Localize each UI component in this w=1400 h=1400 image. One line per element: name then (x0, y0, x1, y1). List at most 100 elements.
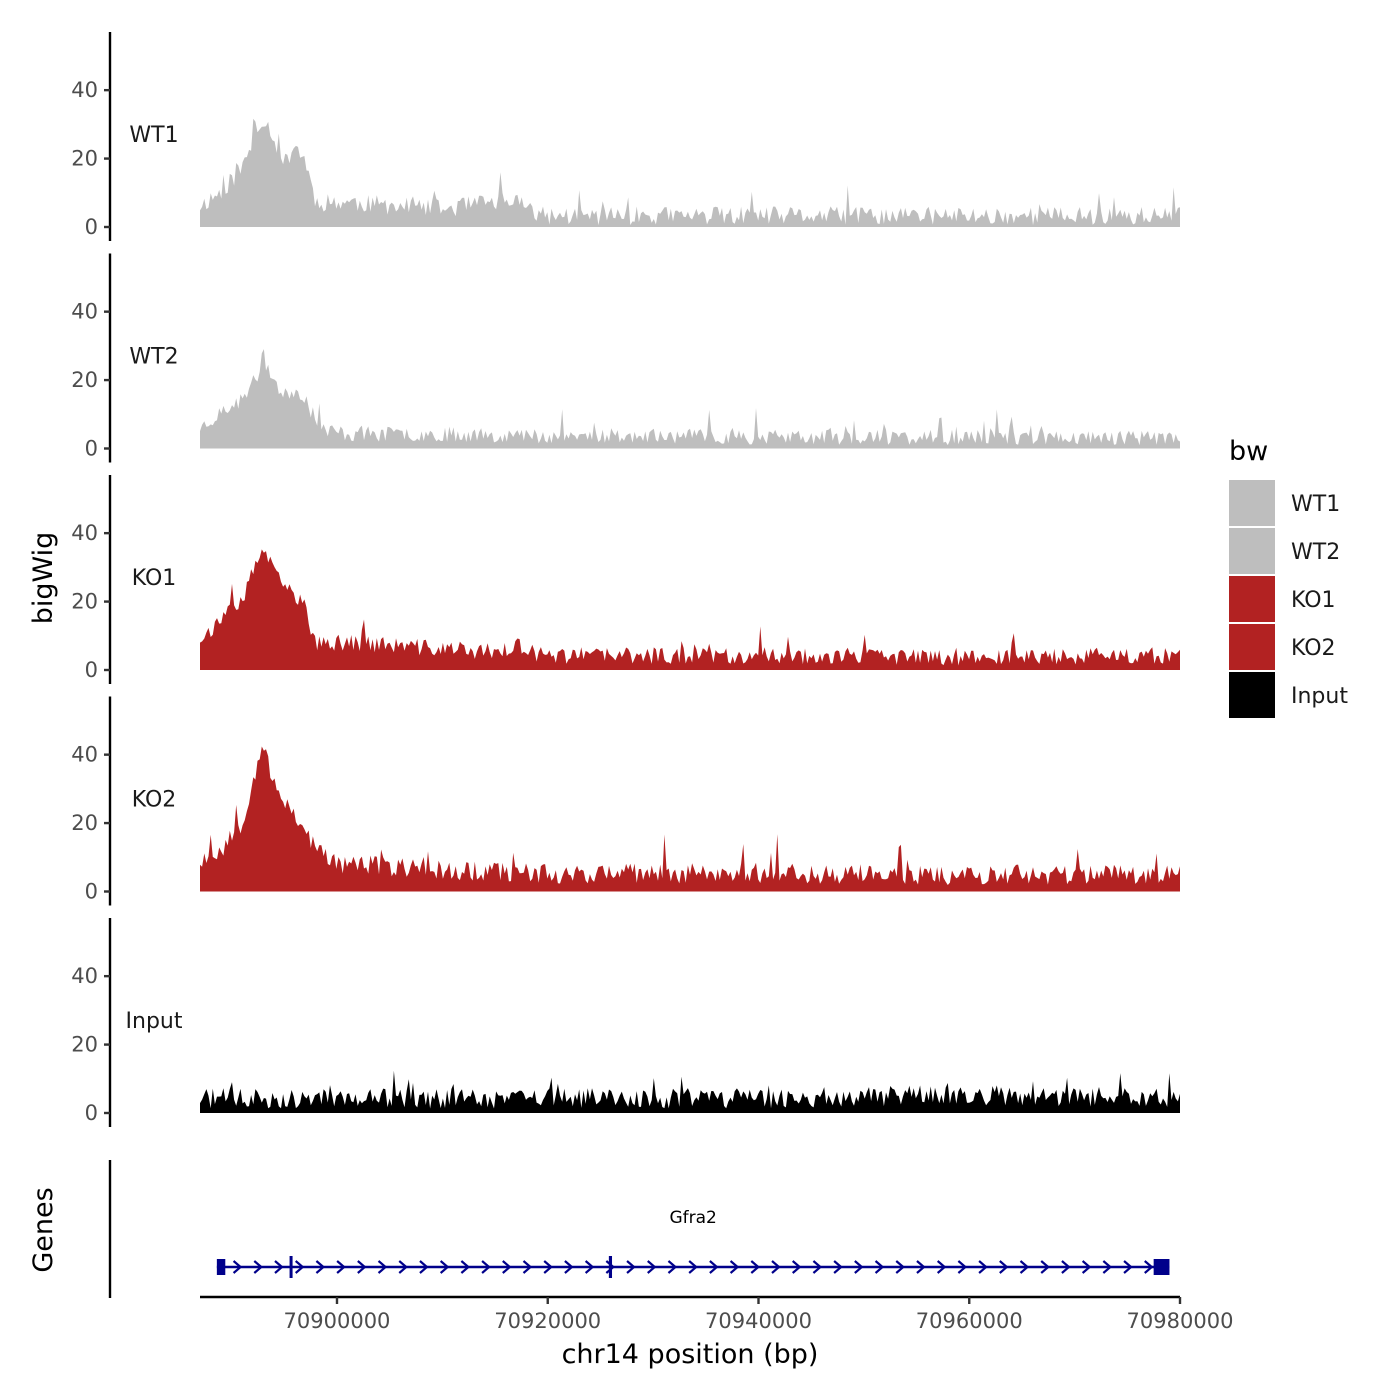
y-tick-label: 20 (71, 590, 98, 614)
strand-arrow (978, 1260, 988, 1274)
coverage-area-ko2 (200, 746, 1180, 892)
genes-axis-title: Genes (28, 1187, 59, 1272)
track-label: KO2 (132, 788, 177, 813)
strand-arrow (1144, 1260, 1154, 1274)
legend-swatch-wt2 (1229, 528, 1275, 574)
strand-arrow (647, 1260, 657, 1274)
track-wt1: 0 20 40 WT1 (71, 32, 1180, 241)
x-tick-label: 70960000 (916, 1309, 1023, 1333)
coverage-area-ko1 (200, 549, 1180, 670)
legend-label-wt2: WT2 (1291, 540, 1340, 565)
strand-arrow (481, 1260, 491, 1274)
x-axis-title: chr14 position (bp) (562, 1339, 819, 1370)
strand-arrow (253, 1260, 263, 1274)
strand-arrow (999, 1260, 1009, 1274)
exon (216, 1259, 226, 1275)
strand-arrow (833, 1260, 843, 1274)
legend-swatch-ko1 (1229, 576, 1275, 622)
strand-arrow (854, 1260, 864, 1274)
strand-arrow (232, 1260, 243, 1274)
legend-swatch-ko2 (1229, 624, 1275, 670)
strand-arrow (688, 1260, 698, 1274)
legend: bw WT1 WT2 KO1 KO2 Input (1229, 436, 1348, 718)
x-tick-label: 70980000 (1127, 1309, 1234, 1333)
gene-name-label: Gfra2 (669, 1208, 716, 1228)
strand-arrow (336, 1260, 346, 1274)
track-label: WT1 (129, 123, 178, 148)
track-ko2: 0 20 40 KO2 (71, 696, 1180, 906)
coverage-tracks: 0 20 40 WT1 0 20 40 WT2 0 20 40 KO1 0 20 40 KO2 0 20 40 Inp… (71, 32, 1180, 1127)
y-tick-label: 0 (85, 1101, 98, 1125)
strand-arrow (315, 1260, 326, 1274)
legend-swatch-wt1 (1229, 480, 1275, 526)
strand-arrow (626, 1260, 636, 1274)
strand-arrow (1040, 1260, 1050, 1274)
y-tick-label: 20 (71, 811, 98, 835)
track-ko1: 0 20 40 KO1 (71, 475, 1180, 684)
y-axis-title: bigWig (28, 532, 59, 625)
strand-arrow (398, 1260, 408, 1274)
x-tick-label: 70920000 (494, 1309, 601, 1333)
strand-arrow (1019, 1260, 1030, 1274)
strand-arrow (729, 1260, 740, 1274)
strand-arrow (791, 1260, 802, 1274)
legend-label-input: Input (1291, 684, 1348, 709)
y-tick-label: 20 (71, 147, 98, 171)
strand-arrow (584, 1260, 595, 1274)
y-tick-label: 20 (71, 1033, 98, 1057)
y-tick-label: 0 (85, 437, 98, 461)
track-label: WT2 (129, 345, 178, 370)
y-tick-label: 0 (85, 215, 98, 239)
gene-track: Gfra2 (108, 1160, 1170, 1298)
y-tick-label: 40 (71, 78, 98, 102)
y-tick-label: 40 (71, 743, 98, 767)
strand-arrow (812, 1260, 823, 1274)
strand-arrow (771, 1260, 781, 1274)
legend-label-ko1: KO1 (1291, 588, 1336, 613)
track-label: KO1 (132, 566, 177, 591)
y-tick-label: 40 (71, 964, 98, 988)
legend-title: bw (1229, 436, 1268, 467)
exon (1153, 1259, 1170, 1275)
strand-arrow (895, 1260, 905, 1274)
coverage-area-input (200, 1070, 1180, 1113)
legend-swatch-input (1229, 672, 1275, 718)
x-axis: 70900000 70920000 70940000 70960000 70980000 (200, 1295, 1234, 1333)
strand-arrow (377, 1260, 388, 1274)
legend-label-wt1: WT1 (1291, 492, 1340, 517)
strand-arrow (274, 1260, 284, 1274)
strand-arrow (460, 1260, 471, 1274)
strand-arrow (294, 1260, 305, 1274)
strand-arrow (874, 1260, 885, 1274)
strand-arrow (564, 1260, 574, 1274)
exon (608, 1256, 613, 1278)
y-tick-label: 40 (71, 521, 98, 545)
exon (289, 1256, 293, 1278)
y-tick-label: 20 (71, 368, 98, 392)
strand-arrow (543, 1260, 553, 1274)
strand-arrow (605, 1260, 616, 1274)
strand-arrow (709, 1260, 719, 1274)
x-tick-label: 70940000 (705, 1309, 812, 1333)
track-input: 0 20 40 Input (71, 918, 1180, 1127)
strand-arrow (936, 1260, 947, 1274)
y-tick-label: 0 (85, 880, 98, 904)
coverage-area-wt2 (200, 349, 1180, 449)
strand-arrow (1081, 1260, 1092, 1274)
coverage-area-wt1 (200, 118, 1180, 227)
strand-arrow (750, 1260, 760, 1274)
strand-arrow (439, 1260, 450, 1274)
strand-arrow (1123, 1260, 1133, 1274)
track-wt2: 0 20 40 WT2 (71, 253, 1180, 463)
strand-arrow (1061, 1260, 1071, 1274)
strand-arrow (1102, 1260, 1113, 1274)
strand-arrow (667, 1260, 678, 1274)
x-tick-label: 70900000 (284, 1309, 391, 1333)
strand-arrow (522, 1260, 533, 1274)
y-tick-label: 0 (85, 658, 98, 682)
strand-arrow (916, 1260, 926, 1274)
strand-arrow (419, 1260, 429, 1274)
strand-arrow (957, 1260, 968, 1274)
y-tick-label: 40 (71, 300, 98, 324)
